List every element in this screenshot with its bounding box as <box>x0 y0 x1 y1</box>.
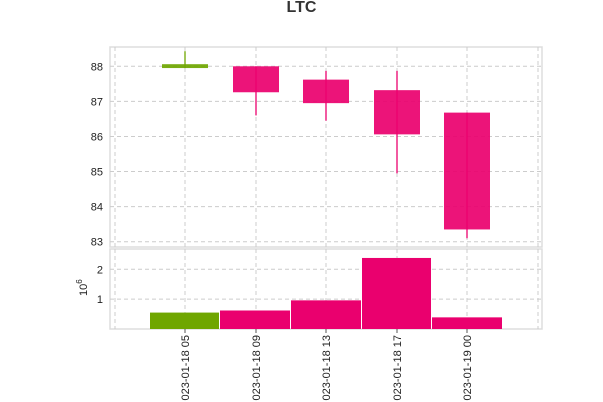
volume-bar <box>150 312 219 329</box>
price-tick-label: 87 <box>91 96 103 108</box>
volume-tick-label: 1 <box>97 294 103 306</box>
candle-body <box>444 112 490 230</box>
price-tick-label: 86 <box>91 131 103 143</box>
volume-bar <box>220 310 290 329</box>
x-tick-label: 023-01-18 17 <box>392 335 404 400</box>
candle-body <box>303 79 349 104</box>
chart-title: LTC <box>286 0 317 16</box>
candle-body <box>162 64 208 69</box>
x-tick-label: 023-01-18 09 <box>251 335 263 400</box>
volume-bar <box>432 317 502 329</box>
price-tick-label: 83 <box>91 237 103 249</box>
candle-body <box>374 90 420 135</box>
price-tick-label: 88 <box>91 61 103 73</box>
volume-tick-label: 2 <box>97 264 103 276</box>
price-tick-label: 85 <box>91 167 103 179</box>
volume-bar <box>362 257 431 329</box>
x-tick-label: 023-01-18 05 <box>180 335 192 400</box>
price-tick-label: 84 <box>91 202 103 214</box>
x-tick-label: 023-01-19 00 <box>462 335 474 400</box>
volume-bar <box>291 300 361 329</box>
x-tick-label: 023-01-18 13 <box>321 335 333 400</box>
candle-body <box>233 66 279 93</box>
volume-scale-label: 106 <box>75 279 90 296</box>
